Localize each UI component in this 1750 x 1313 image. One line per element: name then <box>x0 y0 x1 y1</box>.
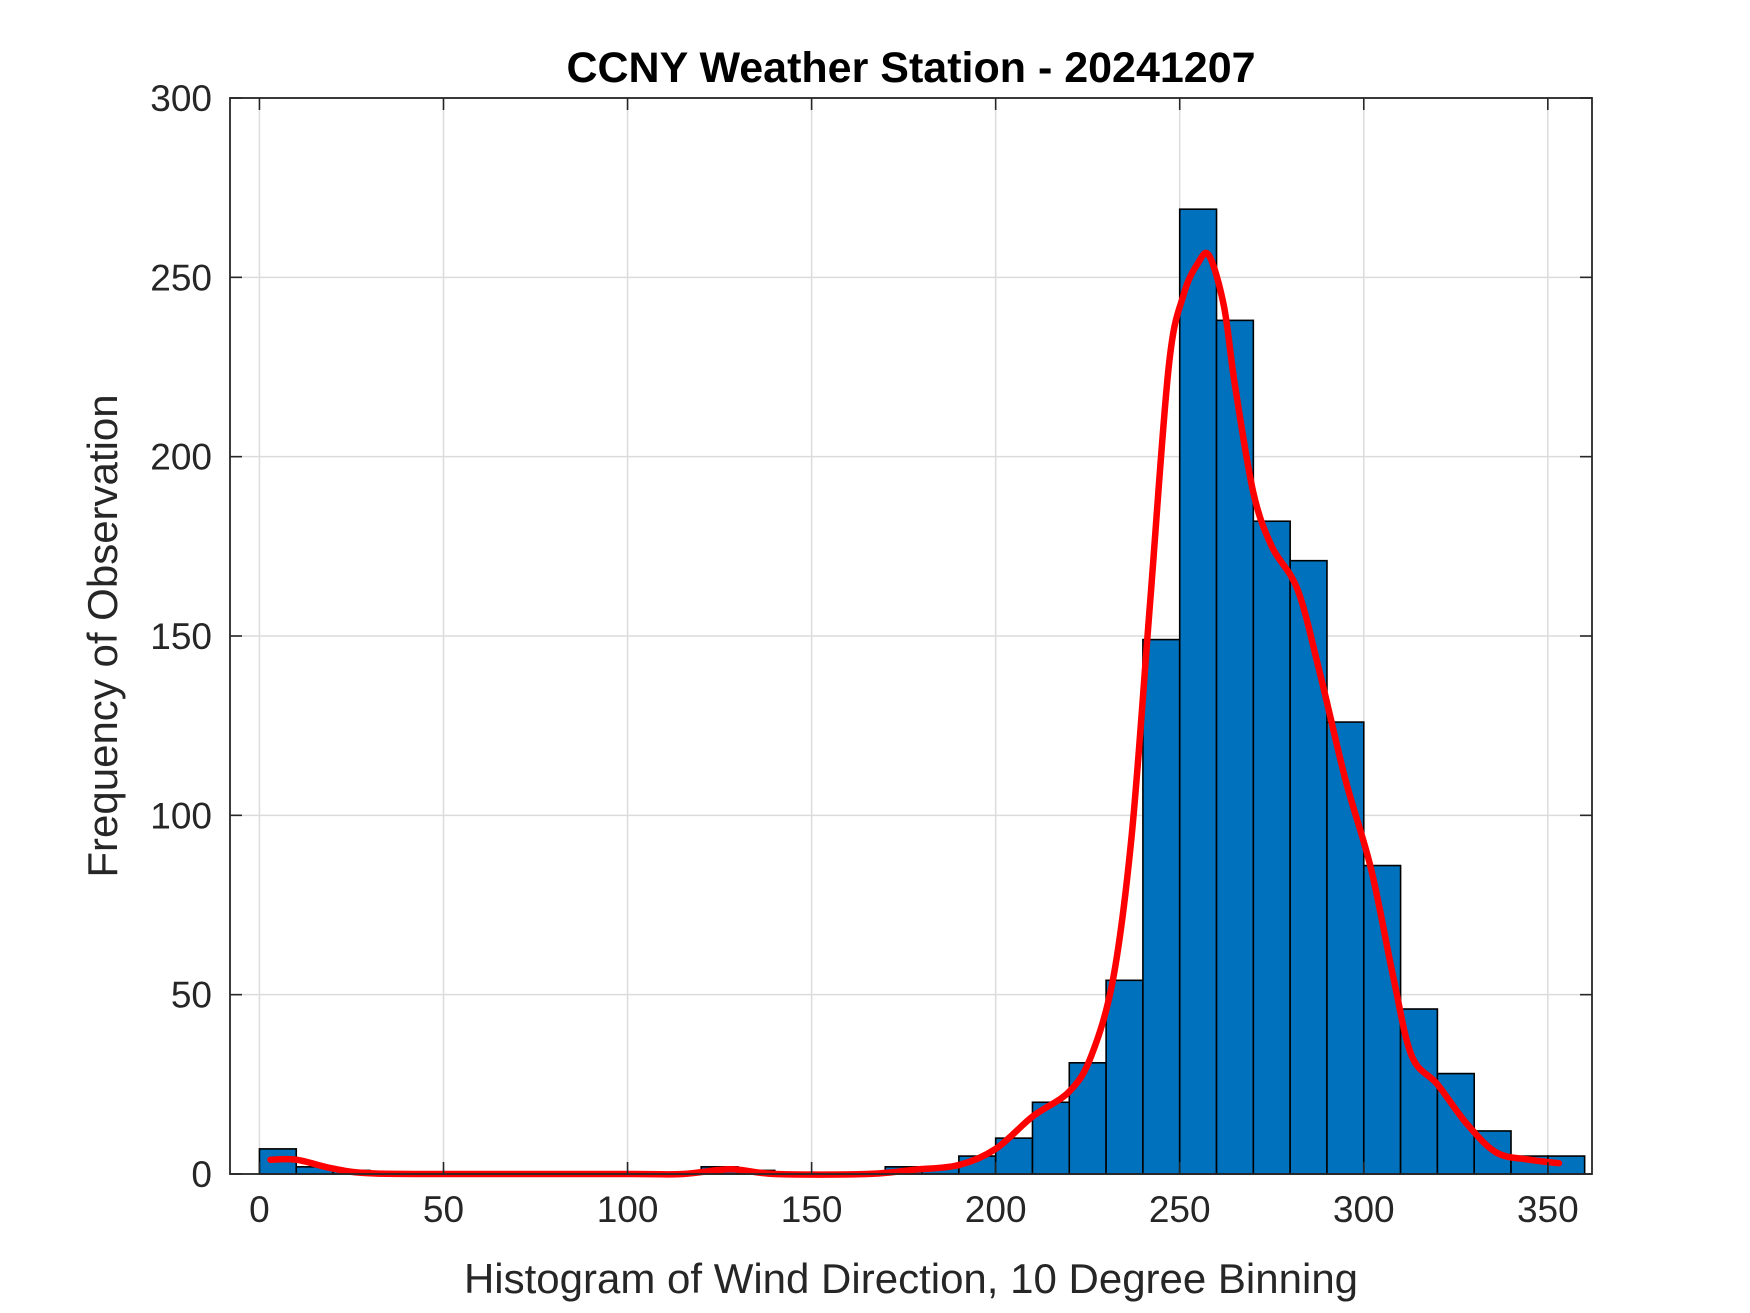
x-tick-label: 100 <box>597 1189 659 1230</box>
density-curve-group <box>267 249 1563 1178</box>
y-tick-label: 200 <box>150 437 212 478</box>
y-axis-label: Frequency of Observation <box>79 394 126 877</box>
y-tick-label: 300 <box>150 78 212 119</box>
x-tick-labels: 0 50 100 150 200 250 300 350 <box>249 1189 1579 1230</box>
histogram-bar <box>1289 559 1328 1175</box>
x-tick-label: 0 <box>249 1189 270 1230</box>
histogram-bar <box>1068 1062 1107 1175</box>
chart-title: CCNY Weather Station - 20241207 <box>566 44 1255 92</box>
y-tick-label: 50 <box>171 975 212 1016</box>
y-tick-label: 150 <box>150 616 212 657</box>
histogram-bar <box>1326 721 1365 1175</box>
y-tick-label: 100 <box>150 795 212 836</box>
histogram-bars <box>258 208 1586 1175</box>
axes-frame <box>229 97 1593 1175</box>
histogram-bar <box>1142 638 1181 1175</box>
y-tick-label: 250 <box>150 257 212 298</box>
x-tick-label: 50 <box>423 1189 464 1230</box>
x-tick-label: 350 <box>1517 1189 1579 1230</box>
x-tick-label: 250 <box>1149 1189 1211 1230</box>
y-tick-labels: 0 50 100 150 200 250 300 <box>150 78 212 1195</box>
x-tick-label: 200 <box>965 1189 1027 1230</box>
density-curve <box>267 249 1563 1178</box>
histogram-bar <box>1105 979 1144 1175</box>
histogram-bar <box>1178 208 1218 1175</box>
x-tick-label: 300 <box>1333 1189 1395 1230</box>
x-axis-label: Histogram of Wind Direction, 10 Degree B… <box>464 1255 1358 1302</box>
x-tick-label: 150 <box>781 1189 843 1230</box>
histogram-bar <box>1252 520 1291 1175</box>
y-tick-label: 0 <box>191 1154 212 1195</box>
